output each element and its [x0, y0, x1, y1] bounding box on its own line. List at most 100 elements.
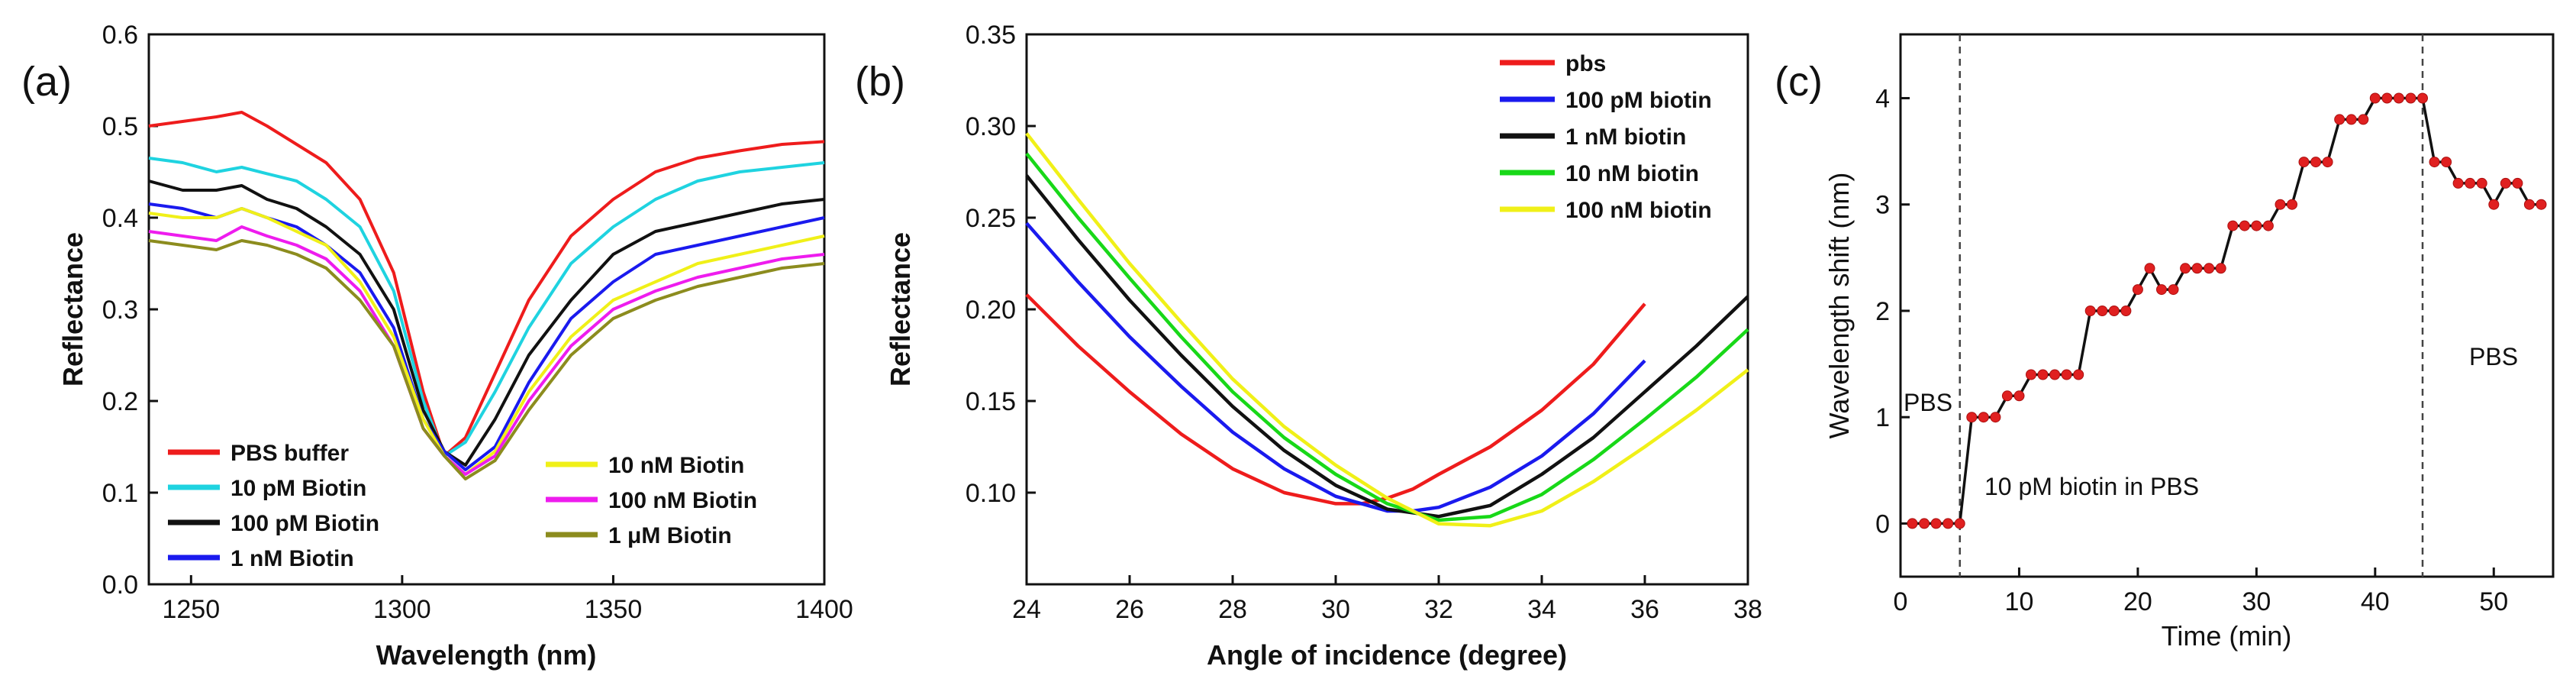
panel-a-y-tick-label: 0.2 — [102, 387, 138, 416]
panel-a-label: (a) — [21, 59, 72, 105]
panel-c-x-axis-label: Time (min) — [2162, 620, 2292, 652]
panel-c-data-point — [2084, 306, 2096, 316]
panel-c-data-point — [2488, 199, 2500, 210]
panel-c-data-point — [1907, 518, 1918, 529]
panel-b-x-tick-label: 34 — [1527, 595, 1556, 624]
panel-a-series-line-2 — [148, 157, 825, 458]
panel-a-legend-label-7: 1 μM Biotin — [608, 523, 732, 548]
panel-c-annotation-pbs-end: PBS — [2469, 343, 2518, 370]
panel-c-data-point — [2417, 92, 2428, 104]
panel-c-data-point — [1919, 518, 1930, 529]
panel-a: (a) 1250 1300 1350 1400 0.0 0.1 0.2 0.3 0.4 0.5 0.… — [21, 21, 853, 671]
panel-a-y-tick-label: 0.4 — [102, 204, 138, 233]
panel-a-legend-label-4: 1 nM Biotin — [231, 546, 354, 571]
panel-b-legend-label-4: 10 nM biotin — [1565, 161, 1699, 186]
panel-b-y-tick-label: 0.20 — [966, 296, 1016, 325]
panel-b-y-axis-label: Reflectance — [885, 232, 916, 386]
panel-c-data-point — [2227, 220, 2239, 231]
panel-a-y-tick-label: 0.0 — [102, 571, 138, 600]
panel-a-y-tick-label: 0.5 — [102, 112, 138, 141]
panel-c-data-point — [2275, 199, 2286, 210]
panel-c-data-point — [2500, 177, 2511, 189]
panel-c-data-point — [2465, 177, 2476, 189]
panel-c-series — [1907, 92, 2547, 529]
panel-b: (b) 24 26 28 30 32 34 36 38 0.10 0.15 0.20 0.25 0.30… — [855, 21, 1762, 671]
panel-c-data-point — [2132, 284, 2143, 296]
panel-c-y-tick-label: 2 — [1875, 297, 1890, 326]
panel-c-data-point — [2452, 177, 2464, 189]
panel-c-label: (c) — [1775, 59, 1823, 105]
panel-b-x-tick-label: 36 — [1630, 595, 1659, 624]
panel-c-data-point — [2073, 369, 2084, 380]
panel-c-data-point — [2239, 220, 2250, 231]
panel-c-data-point — [2322, 157, 2333, 168]
panel-b-legend-label-3: 1 nM biotin — [1565, 124, 1686, 150]
panel-c-x-tick-label: 10 — [2005, 587, 2034, 616]
panel-c-data-point — [2013, 390, 2025, 402]
panel-c-data-point — [2144, 263, 2155, 274]
panel-a-x-tick-label: 1400 — [795, 595, 853, 624]
panel-b-label: (b) — [855, 59, 905, 105]
panel-a-legend-label-1: PBS buffer — [231, 441, 349, 466]
panel-a-y-tick-label: 0.6 — [102, 21, 138, 50]
panel-c-data-point — [2204, 263, 2215, 274]
panel-c-data-point — [2358, 114, 2369, 125]
panel-b-y-tick-label: 0.30 — [966, 112, 1016, 141]
panel-c-data-point — [2298, 157, 2310, 168]
panel-b-x-tick-label: 26 — [1115, 595, 1144, 624]
panel-c-data-point — [2287, 199, 2297, 210]
panel-b-series — [1025, 132, 1749, 528]
panel-b-y-tick-label: 0.15 — [966, 387, 1016, 416]
panel-c-data-point — [1930, 518, 1942, 529]
panel-c-data-point — [2369, 92, 2381, 104]
panel-c-phase-dividers — [1959, 34, 2424, 577]
panel-c-ticks: 0 10 20 30 40 50 0 1 2 3 4 — [1875, 85, 2508, 616]
panel-c-data-point — [2180, 263, 2191, 274]
panel-c-data-point — [2334, 114, 2345, 125]
panel-c-data-point — [2026, 369, 2036, 380]
panel-c-data-point — [2037, 369, 2049, 380]
panel-b-series-line-4 — [1025, 152, 1749, 522]
panel-c-data-point — [2156, 284, 2167, 296]
panel-c-data-point — [2215, 263, 2226, 274]
panel-b-x-tick-label: 24 — [1012, 595, 1041, 624]
panel-a-y-tick-label: 0.1 — [102, 479, 138, 508]
panel-c-data-point — [1978, 412, 1989, 423]
panel-c: (c) 0 10 20 30 40 50 0 1 2 3 4 PBS 10 pM biotin in… — [1775, 33, 2555, 652]
panel-b-legend-label-1: pbs — [1565, 51, 1606, 76]
panel-c-data-point — [2429, 157, 2440, 168]
panel-c-data-point — [2191, 263, 2203, 274]
panel-b-x-axis-label: Angle of incidence (degree) — [1207, 639, 1567, 671]
panel-b-y-tick-label: 0.10 — [966, 479, 1016, 508]
panel-b-legend: pbs 100 pM biotin 1 nM biotin 10 nM biotin 1… — [1500, 51, 1712, 223]
panel-c-data-point — [1990, 412, 2001, 423]
panel-a-legend-label-6: 100 nM Biotin — [608, 488, 757, 513]
panel-a-y-axis-label: Reflectance — [57, 232, 89, 386]
panel-c-data-point — [2061, 369, 2072, 380]
panel-b-legend-label-5: 100 nM biotin — [1565, 198, 1712, 223]
panel-a-x-tick-label: 1350 — [585, 595, 643, 624]
panel-c-y-tick-label: 1 — [1875, 403, 1890, 432]
panel-a-series-line-7 — [148, 239, 825, 480]
panel-a-legend-label-5: 10 nM Biotin — [608, 453, 744, 478]
panel-b-ticks: 24 26 28 30 32 34 36 38 0.10 0.15 0.20 0.25 0.30 0.35 — [966, 21, 1762, 624]
panel-c-data-point — [2120, 306, 2132, 316]
panel-b-series-line-3 — [1025, 174, 1749, 519]
panel-b-x-tick-label: 28 — [1218, 595, 1247, 624]
panel-c-annotation-pbs-start: PBS — [1904, 389, 1952, 416]
panel-c-data-point — [2168, 284, 2179, 296]
panel-c-data-point — [2049, 369, 2061, 380]
panel-a-ticks: 1250 1300 1350 1400 0.0 0.1 0.2 0.3 0.4 0.5 0.6 — [102, 21, 853, 624]
panel-c-x-tick-label: 30 — [2242, 587, 2271, 616]
panel-c-data-point — [2251, 220, 2262, 231]
panel-c-data-point — [2441, 157, 2452, 168]
panel-c-y-tick-label: 3 — [1875, 191, 1890, 220]
panel-c-data-point — [2108, 306, 2120, 316]
panel-c-data-point — [2262, 220, 2274, 231]
panel-c-data-point — [2536, 199, 2547, 210]
panel-c-data-point — [2393, 92, 2404, 104]
panel-c-data-point — [2523, 199, 2535, 210]
panel-b-x-tick-label: 32 — [1424, 595, 1453, 624]
panel-c-x-tick-label: 0 — [1894, 587, 1908, 616]
